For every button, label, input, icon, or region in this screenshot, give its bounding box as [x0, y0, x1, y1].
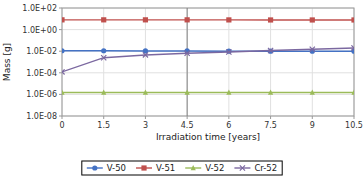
grid-line	[145, 8, 146, 116]
grid-line	[270, 8, 271, 116]
x-tick	[354, 116, 355, 119]
y-axis-label: Mass [g]	[2, 43, 12, 81]
grid-line	[62, 29, 354, 30]
point	[62, 89, 65, 94]
point	[226, 17, 231, 22]
point	[101, 17, 106, 22]
grid-line	[228, 8, 229, 116]
legend-item: V-50	[87, 163, 126, 173]
legend-item: V-52	[185, 163, 224, 173]
point	[351, 45, 354, 50]
y-tick	[59, 51, 62, 52]
plot-frame	[62, 8, 354, 116]
legend-label: Cr-52	[254, 163, 277, 173]
point	[62, 48, 65, 53]
y-tick-label: 1.0E-08	[26, 112, 57, 121]
legend-item: Cr-52	[234, 163, 277, 173]
y-tick-label: 1.0E+02	[22, 4, 57, 13]
legend-frame	[82, 161, 282, 175]
point	[310, 17, 315, 22]
grid-line	[103, 8, 104, 116]
x-tick	[270, 116, 271, 119]
y-tick	[59, 72, 62, 73]
point	[351, 89, 354, 94]
y-tick-label: 1.0E-06	[26, 90, 57, 99]
chart: 1.0E-08 1.0E-06 1.0E-04 1.0E-02 1.0E+00 1.0E+…	[0, 0, 364, 182]
x-tick-label: 6	[226, 121, 231, 130]
series	[62, 89, 354, 94]
x-tick-label: 0	[59, 121, 64, 130]
point	[101, 89, 106, 94]
legend-label: V-51	[156, 163, 175, 173]
x-tick-label: 4.5	[181, 121, 194, 130]
point	[185, 89, 190, 94]
x-tick	[145, 116, 146, 119]
legend-label: V-52	[205, 163, 224, 173]
grid-line	[62, 72, 354, 73]
legend-item: V-51	[136, 163, 175, 173]
point	[101, 48, 106, 53]
grid-line	[312, 8, 313, 116]
y-tick-label: 1.0E+00	[22, 26, 57, 35]
plot-area	[62, 8, 354, 116]
point	[185, 17, 190, 22]
y-tick	[59, 29, 62, 30]
point	[226, 89, 231, 94]
x-tick	[312, 116, 313, 119]
x-tick-label: 7.5	[264, 121, 277, 130]
point	[310, 89, 315, 94]
x-tick-label: 1.5	[97, 121, 110, 130]
point	[101, 55, 106, 60]
y-tick-label: 1.0E-04	[26, 69, 57, 78]
x-tick-label: 3	[143, 121, 148, 130]
series	[62, 17, 354, 22]
point	[310, 47, 315, 52]
point	[62, 17, 65, 22]
grid	[62, 8, 354, 116]
point	[268, 17, 273, 22]
point	[143, 89, 148, 94]
point	[143, 52, 148, 57]
x-tick-label: 9	[310, 121, 315, 130]
legend-marker	[191, 165, 196, 170]
legend-label: V-50	[107, 163, 126, 173]
axes: 1.0E-08 1.0E-06 1.0E-04 1.0E-02 1.0E+00 1.0E+…	[22, 4, 363, 130]
point	[351, 17, 354, 22]
legend-marker	[240, 165, 245, 170]
legend-marker	[92, 165, 97, 170]
point	[62, 69, 65, 74]
point	[268, 89, 273, 94]
legend: V-50 V-51 V-52 Cr-52	[82, 161, 282, 175]
x-tick	[228, 116, 229, 119]
grid-line	[187, 8, 188, 116]
legend-marker	[141, 165, 146, 170]
series	[62, 45, 354, 74]
x-tick	[62, 116, 63, 119]
reference-line	[187, 8, 188, 116]
x-tick	[187, 116, 188, 119]
series-line	[62, 92, 354, 93]
x-tick-label: 10.5	[345, 121, 363, 130]
y-tick	[59, 8, 62, 9]
point	[143, 17, 148, 22]
x-axis-label: Irradiation time [years]	[156, 132, 260, 142]
y-tick-label: 1.0E-02	[26, 47, 57, 56]
point	[185, 51, 190, 56]
point	[226, 49, 231, 54]
point	[268, 48, 273, 53]
point	[226, 49, 231, 54]
x-tick	[103, 116, 104, 119]
y-tick	[59, 94, 62, 95]
